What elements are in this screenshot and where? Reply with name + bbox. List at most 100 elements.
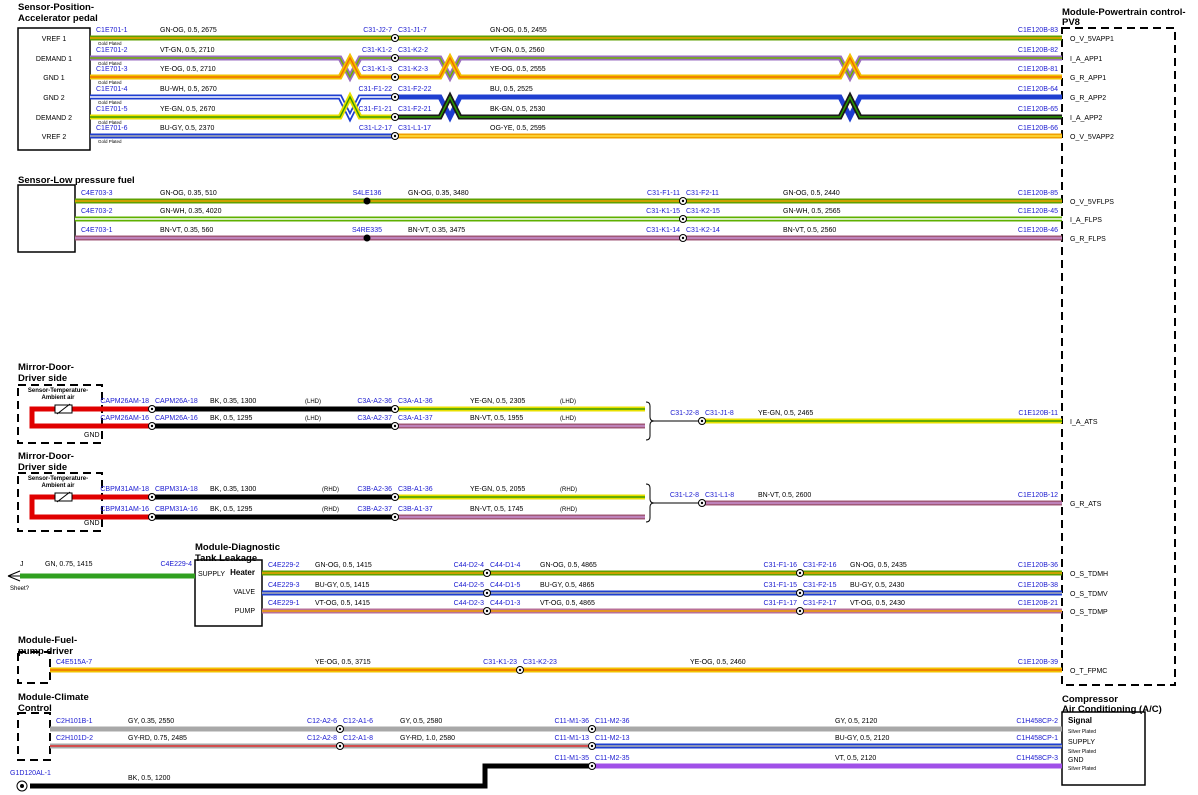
connector-label: C1H458CP-1: [1016, 735, 1058, 742]
connector-label: CBPM31A-18: [155, 486, 198, 493]
connector-label: C31-K1-15: [646, 208, 680, 215]
connector: [393, 56, 397, 60]
sensor-box: [17, 27, 91, 151]
connector-label: CBPM31A-16: [155, 506, 198, 513]
sensor-box: [17, 184, 76, 253]
connector-label: C1E120B-65: [1018, 106, 1058, 113]
powertrain-box: [1061, 27, 1176, 686]
pin-label: VREF 1: [42, 36, 67, 43]
wire-stripe: [90, 56, 395, 78]
connector: [393, 95, 397, 99]
wire-spec: BN-VT, 0.5, 2600: [758, 492, 811, 499]
connector-label: C31-L1-8: [705, 492, 734, 499]
wire-spec: GY, 0.35, 2550: [128, 718, 174, 725]
connector: [798, 571, 802, 575]
wire-spec: BK, 0.5, 1295: [210, 415, 253, 422]
connector-label: C44-D1-3: [490, 600, 520, 607]
pin-label: VALVE: [233, 589, 255, 596]
pin-label: DEMAND 1: [36, 56, 72, 63]
plating-label: Gold Plated: [98, 120, 122, 125]
pin-label: G_R_ATS: [1070, 501, 1102, 508]
module-title: Module-Powertrain control-: [1062, 7, 1186, 18]
connector-label: C31-F1-16: [764, 562, 798, 569]
sheet-label: Sheet?: [10, 586, 30, 592]
connector-label: C3A-A2-37: [357, 415, 392, 422]
connector-label: C31-F2-21: [398, 106, 432, 113]
pin-label: O_V_5VAPP2: [1070, 134, 1114, 141]
wire-spec: BK, 0.5, 1295: [210, 506, 253, 513]
connector-label: C1E120B-81: [1018, 66, 1058, 73]
connector-label: C31-F2-16: [803, 562, 837, 569]
pin-label: G_R_FLPS: [1070, 236, 1106, 243]
connector-label: C12-A2-8: [307, 735, 337, 742]
connector: [393, 515, 397, 519]
wire-spec: BU-WH, 0.5, 2670: [160, 86, 217, 93]
wire-stripe: [395, 57, 1062, 79]
wire-note: (LHD): [560, 399, 576, 405]
gnd-label: GND: [84, 432, 100, 439]
connector: [393, 424, 397, 428]
section-title: Accelerator pedal: [18, 13, 98, 24]
connector-label: C12-A2-6: [307, 718, 337, 725]
pin-label: GND 2: [43, 95, 65, 102]
wire-spec: BN-VT, 0.5, 2560: [783, 227, 836, 234]
wire-spec: VT, 0.5, 2120: [835, 755, 876, 762]
connector: [485, 591, 489, 595]
sensor-title: Ambient air: [41, 483, 75, 489]
connector: [150, 424, 154, 428]
wire-stripe: [90, 95, 395, 118]
connector-label: C31-K1-23: [483, 659, 517, 666]
wire-stripe: [90, 96, 395, 119]
connector-label: C3B-A2-36: [357, 486, 392, 493]
pin-label: GND: [1068, 757, 1084, 764]
connector-label: C1E120B-85: [1018, 190, 1058, 197]
pin-label: I_A_FLPS: [1070, 217, 1102, 224]
connector-label: C44-D1-5: [490, 582, 520, 589]
wire-spec: GN-OG, 0.5, 2435: [850, 562, 907, 569]
pin-label: Silver Plated: [1068, 729, 1096, 735]
sensor-wire: [29, 494, 88, 520]
pin-label: Silver Plated: [1068, 766, 1096, 772]
connector-label: C44-D1-4: [490, 562, 520, 569]
plating-label: Gold Plated: [98, 80, 122, 85]
connector-label: C3B-A2-37: [357, 506, 392, 513]
wire-spec: VT-OG, 0.5, 4865: [540, 600, 595, 607]
pin-label: I_A_ATS: [1070, 419, 1098, 426]
wire-spec: GN, 0.75, 1415: [45, 561, 93, 568]
splice: [363, 234, 371, 242]
connector-label: CAPM26AM-18: [100, 398, 149, 405]
sensor-title: Sensor-Temperature-: [28, 388, 88, 394]
wire-spec: YE-GN, 0.5, 2055: [470, 486, 525, 493]
sensor-symbol: [56, 403, 71, 415]
connector: [798, 591, 802, 595]
connector-label: C11-M1-36: [555, 718, 590, 725]
wire-spec: BU-GY, 0.5, 2370: [160, 125, 214, 132]
brace: [645, 483, 660, 523]
wire-note: (RHD): [322, 487, 339, 493]
connector-label: C44-D2-4: [454, 562, 484, 569]
wire-spec: BU-GY, 0.5, 2120: [835, 735, 889, 742]
plating-label: Gold Plated: [98, 139, 122, 144]
connector-label: C3B-A1-36: [398, 486, 433, 493]
brace: [645, 401, 660, 441]
wire-note: (RHD): [560, 507, 577, 513]
connector-label: C11-M1-35: [555, 755, 590, 762]
connector-label: C31-L2-8: [670, 492, 699, 499]
connector-label: C31-F1-11: [647, 190, 680, 197]
wire-spec: GY, 0.5, 2580: [400, 718, 442, 725]
connector-label: C31-L2-17: [359, 125, 392, 132]
connector-label: C31-F1-15: [764, 582, 798, 589]
connector-label: C31-K2-14: [686, 227, 720, 234]
connector: [798, 609, 802, 613]
connector-label: C31-F1-17: [764, 600, 798, 607]
mirror-box: [17, 472, 103, 532]
module-box: [17, 712, 51, 761]
connector: [681, 217, 685, 221]
connector-label: C4E229-2: [268, 562, 300, 569]
sensor-wire: [29, 406, 88, 429]
wire-spec: GN-OG, 0.35, 3480: [408, 190, 469, 197]
wire-spec: YE-OG, 0.5, 2460: [690, 659, 746, 666]
connector-label: C4E229-4: [160, 561, 192, 568]
connector-label: C11-M2-36: [595, 718, 630, 725]
module-title: PV8: [1062, 17, 1080, 28]
